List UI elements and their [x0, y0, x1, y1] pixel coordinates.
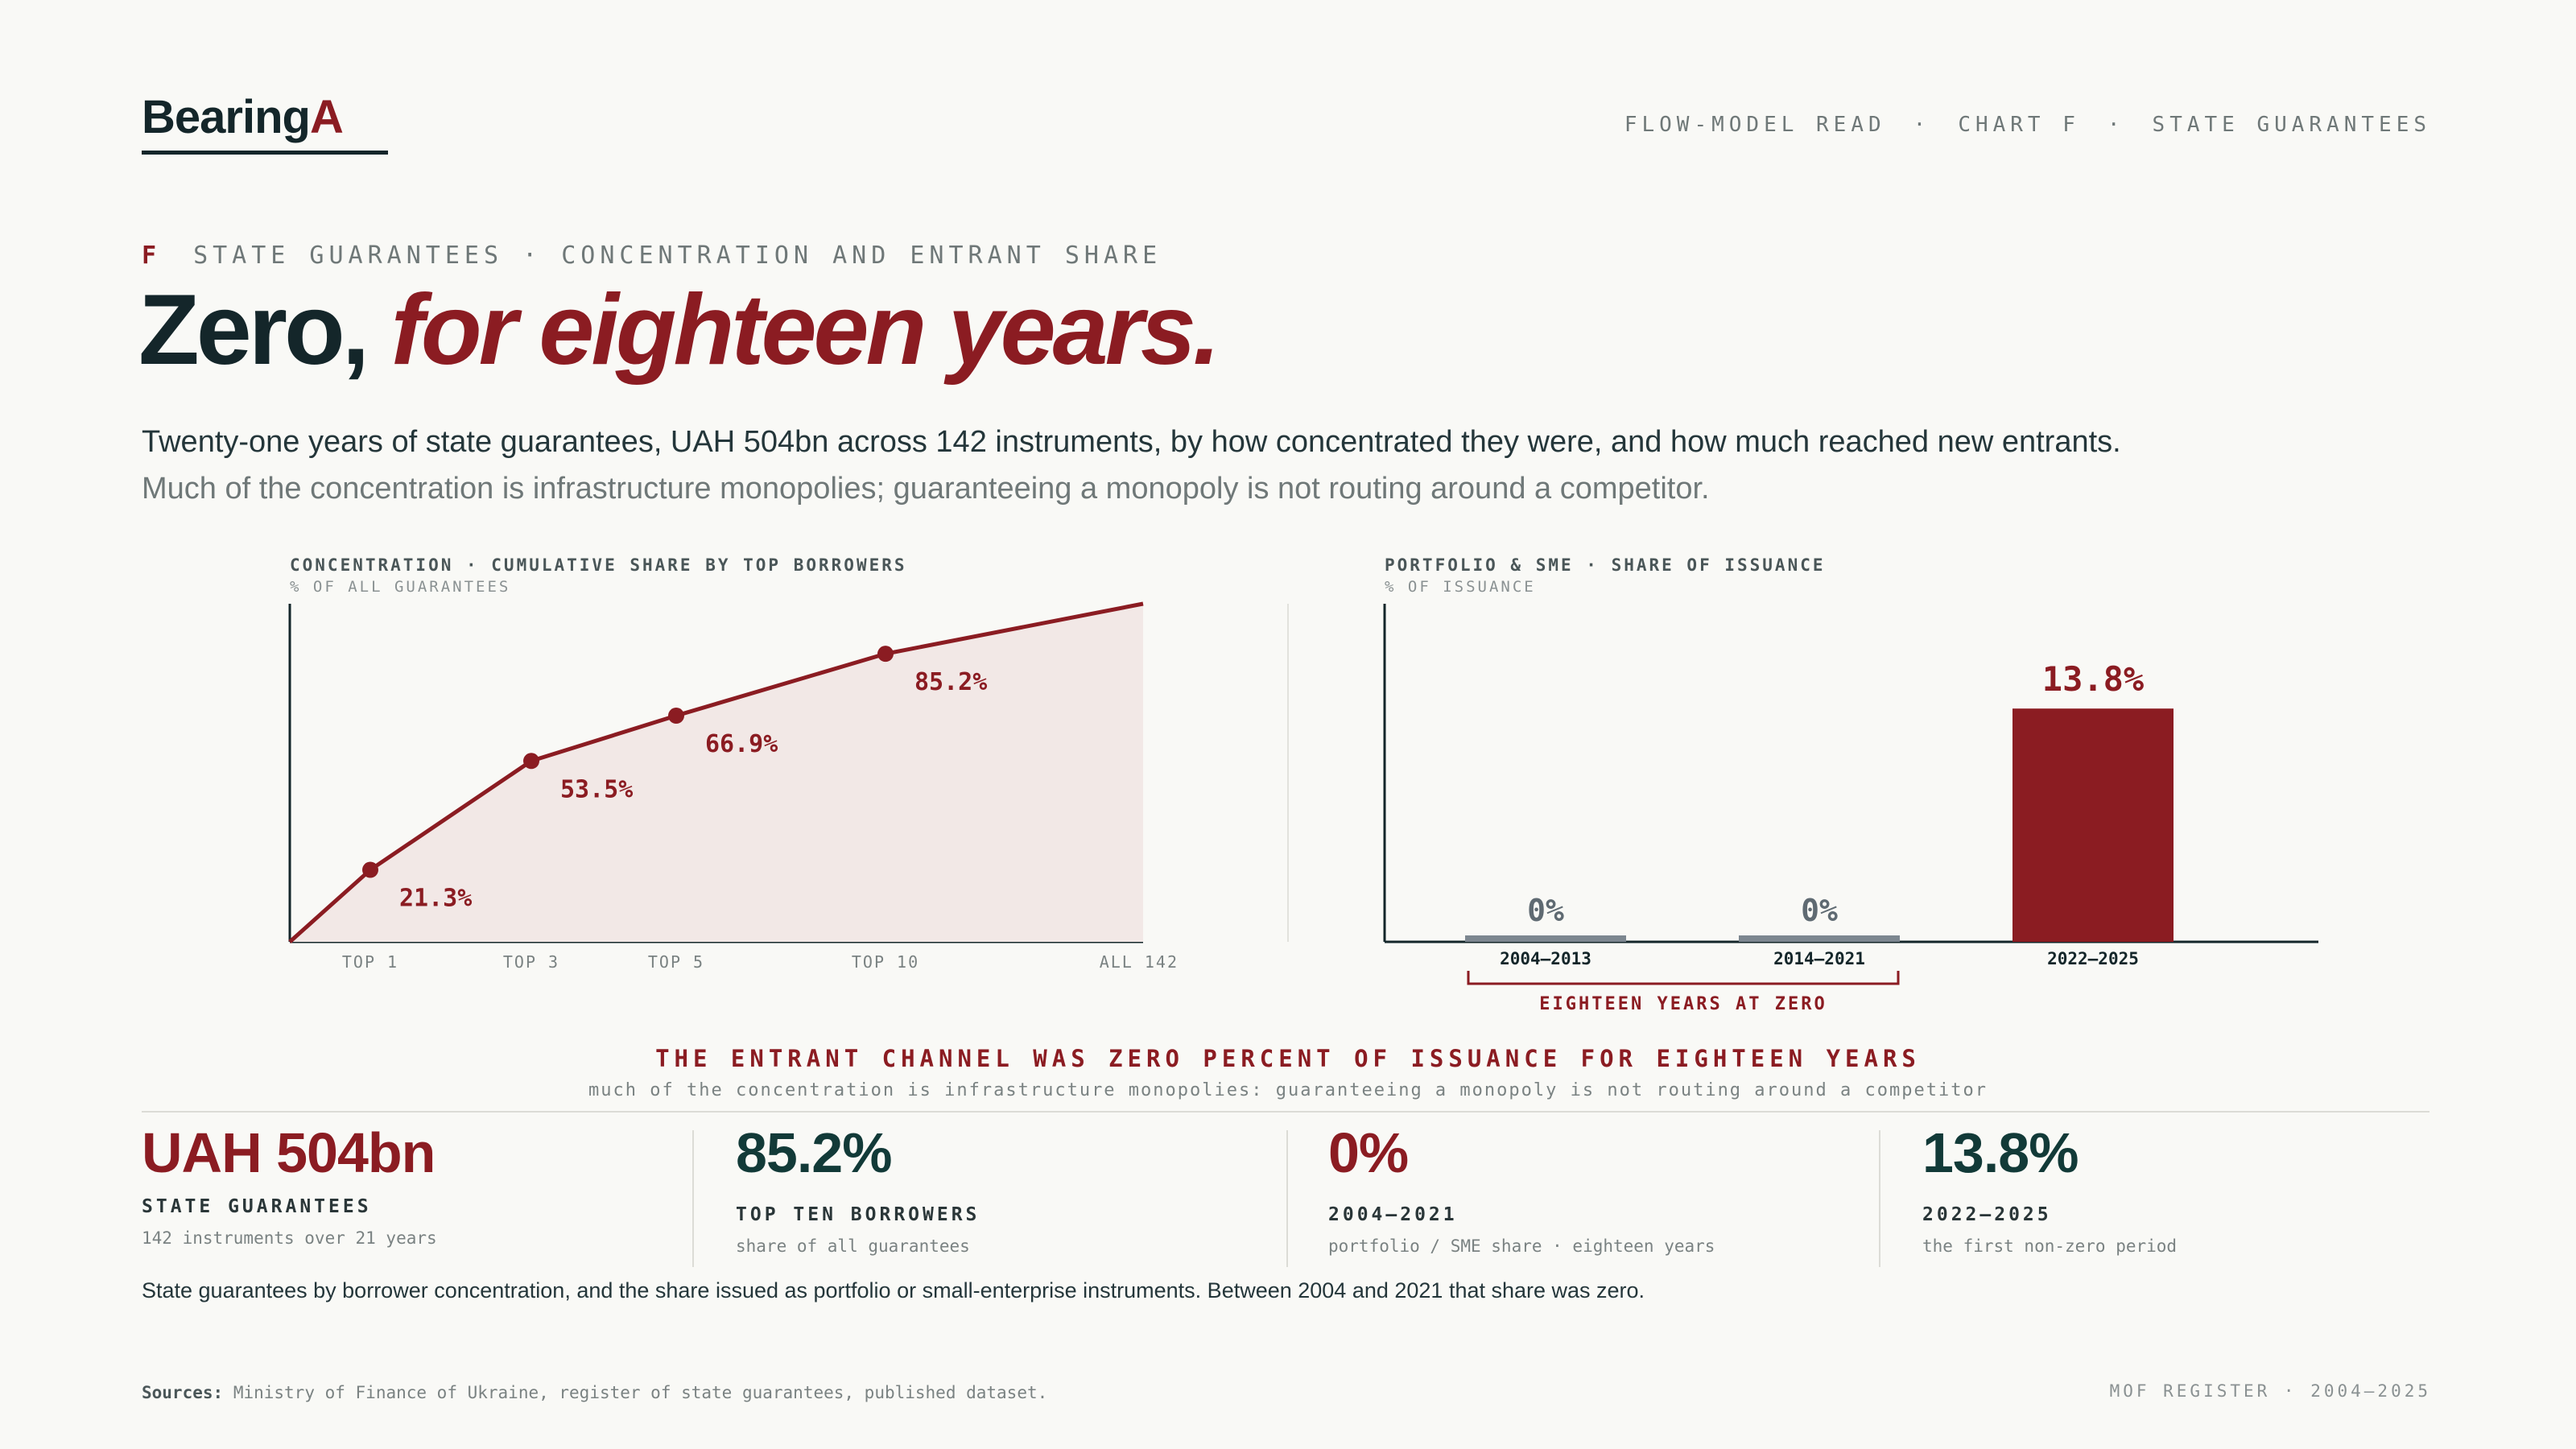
issuance-chart-title: PORTFOLIO & SME · SHARE OF ISSUANCE	[1385, 555, 1826, 575]
issuance-bar	[1465, 935, 1626, 942]
x-tick-label: 2014–2021	[1773, 949, 1865, 968]
nav-item-state-guarantees[interactable]: STATE GUARANTEES	[2152, 113, 2431, 137]
x-tick-label: 2022–2025	[2047, 949, 2139, 968]
point-label: 66.9%	[705, 730, 778, 758]
kpi-divider	[692, 1130, 694, 1267]
bar-value-label: 13.8%	[2042, 659, 2144, 699]
issuance-bar	[1739, 935, 1900, 942]
concentration-point	[668, 708, 684, 724]
kicker-letter: F	[142, 242, 162, 270]
x-tick-label: TOP 10	[852, 952, 919, 972]
kpi-label: 2004–2021	[1328, 1204, 1458, 1225]
concentration-point	[362, 861, 378, 878]
point-label: 85.2%	[914, 668, 987, 696]
kpi-sub: the first non-zero period	[1922, 1236, 2178, 1256]
nav-item-flow-model[interactable]: FLOW-MODEL READ	[1624, 113, 1886, 137]
x-tick-label: TOP 3	[503, 952, 559, 972]
chart-note: State guarantees by borrower concentrati…	[142, 1278, 1645, 1302]
concentration-point	[877, 646, 894, 663]
kpi-sub: 142 instruments over 21 years	[142, 1228, 437, 1248]
kicker-text: STATE GUARANTEES · CONCENTRATION AND ENT…	[193, 242, 1162, 270]
zero-years-bracket	[1467, 971, 1900, 985]
kpi-card: UAH 504bn STATE GUARANTEES 142 instrumen…	[142, 1121, 437, 1248]
issuance-bar	[2013, 708, 2174, 942]
kpi-sub: share of all guarantees	[736, 1236, 970, 1256]
kpi-divider	[1286, 1130, 1288, 1267]
concentration-chart-subtitle: % OF ALL GUARANTEES	[290, 578, 511, 596]
concentration-chart-title: CONCENTRATION · CUMULATIVE SHARE BY TOP …	[290, 555, 907, 575]
issuance-chart: EIGHTEEN YEARS AT ZERO 0% 2004–2013 0% 2014…	[1383, 604, 2318, 1014]
x-tick-label: TOP 1	[342, 952, 398, 972]
headline-plain: Zero,	[138, 275, 369, 386]
x-tick-label: 2004–2013	[1500, 949, 1591, 968]
bar-value-label: 0%	[1801, 893, 1838, 928]
panel-divider	[1287, 604, 1289, 942]
nav-separator: ·	[1913, 113, 1931, 137]
issuance-chart-subtitle: % OF ISSUANCE	[1385, 578, 1536, 596]
concentration-point	[523, 753, 539, 770]
callout-title: THE ENTRANT CHANNEL WAS ZERO PERCENT OF …	[655, 1045, 1921, 1072]
kpi-label: 2022–2025	[1922, 1204, 2052, 1225]
brand-logo[interactable]: BearingA	[142, 90, 344, 144]
concentration-line	[288, 601, 1144, 943]
nav-item-chart[interactable]: CHART F	[1958, 113, 2080, 137]
bar-value-label: 0%	[1527, 893, 1564, 928]
kpi-label: TOP TEN BORROWERS	[736, 1204, 980, 1225]
kpi-value: 85.2%	[736, 1121, 892, 1184]
point-label: 53.5%	[560, 775, 633, 803]
concentration-chart: 21.3% 53.5% 66.9% 85.2% TOP 1 TOP 3 TOP 5 TOP 1…	[288, 601, 1179, 972]
footer-register: MOF REGISTER · 2004–2025	[2109, 1381, 2431, 1401]
kpi-card: 0% 2004–2021 portfolio / SME share · eig…	[1328, 1121, 1715, 1256]
kpi-divider	[1879, 1130, 1880, 1267]
kpi-card: 85.2% TOP TEN BORROWERS share of all gua…	[736, 1121, 980, 1256]
x-tick-label: ALL 142	[1100, 952, 1179, 972]
logo-underline	[142, 151, 388, 155]
sources: Sources: Ministry of Finance of Ukraine,…	[142, 1383, 1047, 1402]
sources-label: Sources:	[142, 1383, 224, 1402]
lede-line-2: Much of the concentration is infrastruct…	[142, 472, 1710, 506]
brand-accent: A	[309, 91, 344, 143]
kpi-card: 13.8% 2022–2025 the first non-zero perio…	[1922, 1121, 2177, 1256]
page-title: Zero, for eighteen years.	[138, 274, 1221, 386]
kpi-label: STATE GUARANTEES	[142, 1196, 372, 1217]
sources-text: Ministry of Finance of Ukraine, register…	[233, 1383, 1048, 1402]
zero-years-annotation: EIGHTEEN YEARS AT ZERO	[1539, 994, 1827, 1014]
lede-line-1: Twenty-one years of state guarantees, UA…	[142, 425, 2121, 459]
brand-name: Bearing	[142, 91, 311, 143]
x-tick-label: TOP 5	[648, 952, 704, 972]
point-label: 21.3%	[399, 885, 472, 913]
headline-accent: for eighteen years.	[390, 275, 1221, 386]
kicker: F STATE GUARANTEES · CONCENTRATION AND EN…	[142, 242, 1162, 270]
kpi-value: 13.8%	[1922, 1121, 2079, 1184]
section-rule	[142, 1111, 2429, 1113]
kpi-value: 0%	[1328, 1121, 1409, 1184]
kpi-value: UAH 504bn	[142, 1121, 436, 1184]
nav-separator: ·	[2107, 113, 2125, 137]
concentration-area	[290, 604, 1143, 942]
kpi-sub: portfolio / SME share · eighteen years	[1328, 1236, 1715, 1256]
top-nav: FLOW-MODEL READ · CHART F · STATE GUARANTEES	[1624, 113, 2431, 137]
callout-subtitle: much of the concentration is infrastruct…	[588, 1080, 1988, 1100]
